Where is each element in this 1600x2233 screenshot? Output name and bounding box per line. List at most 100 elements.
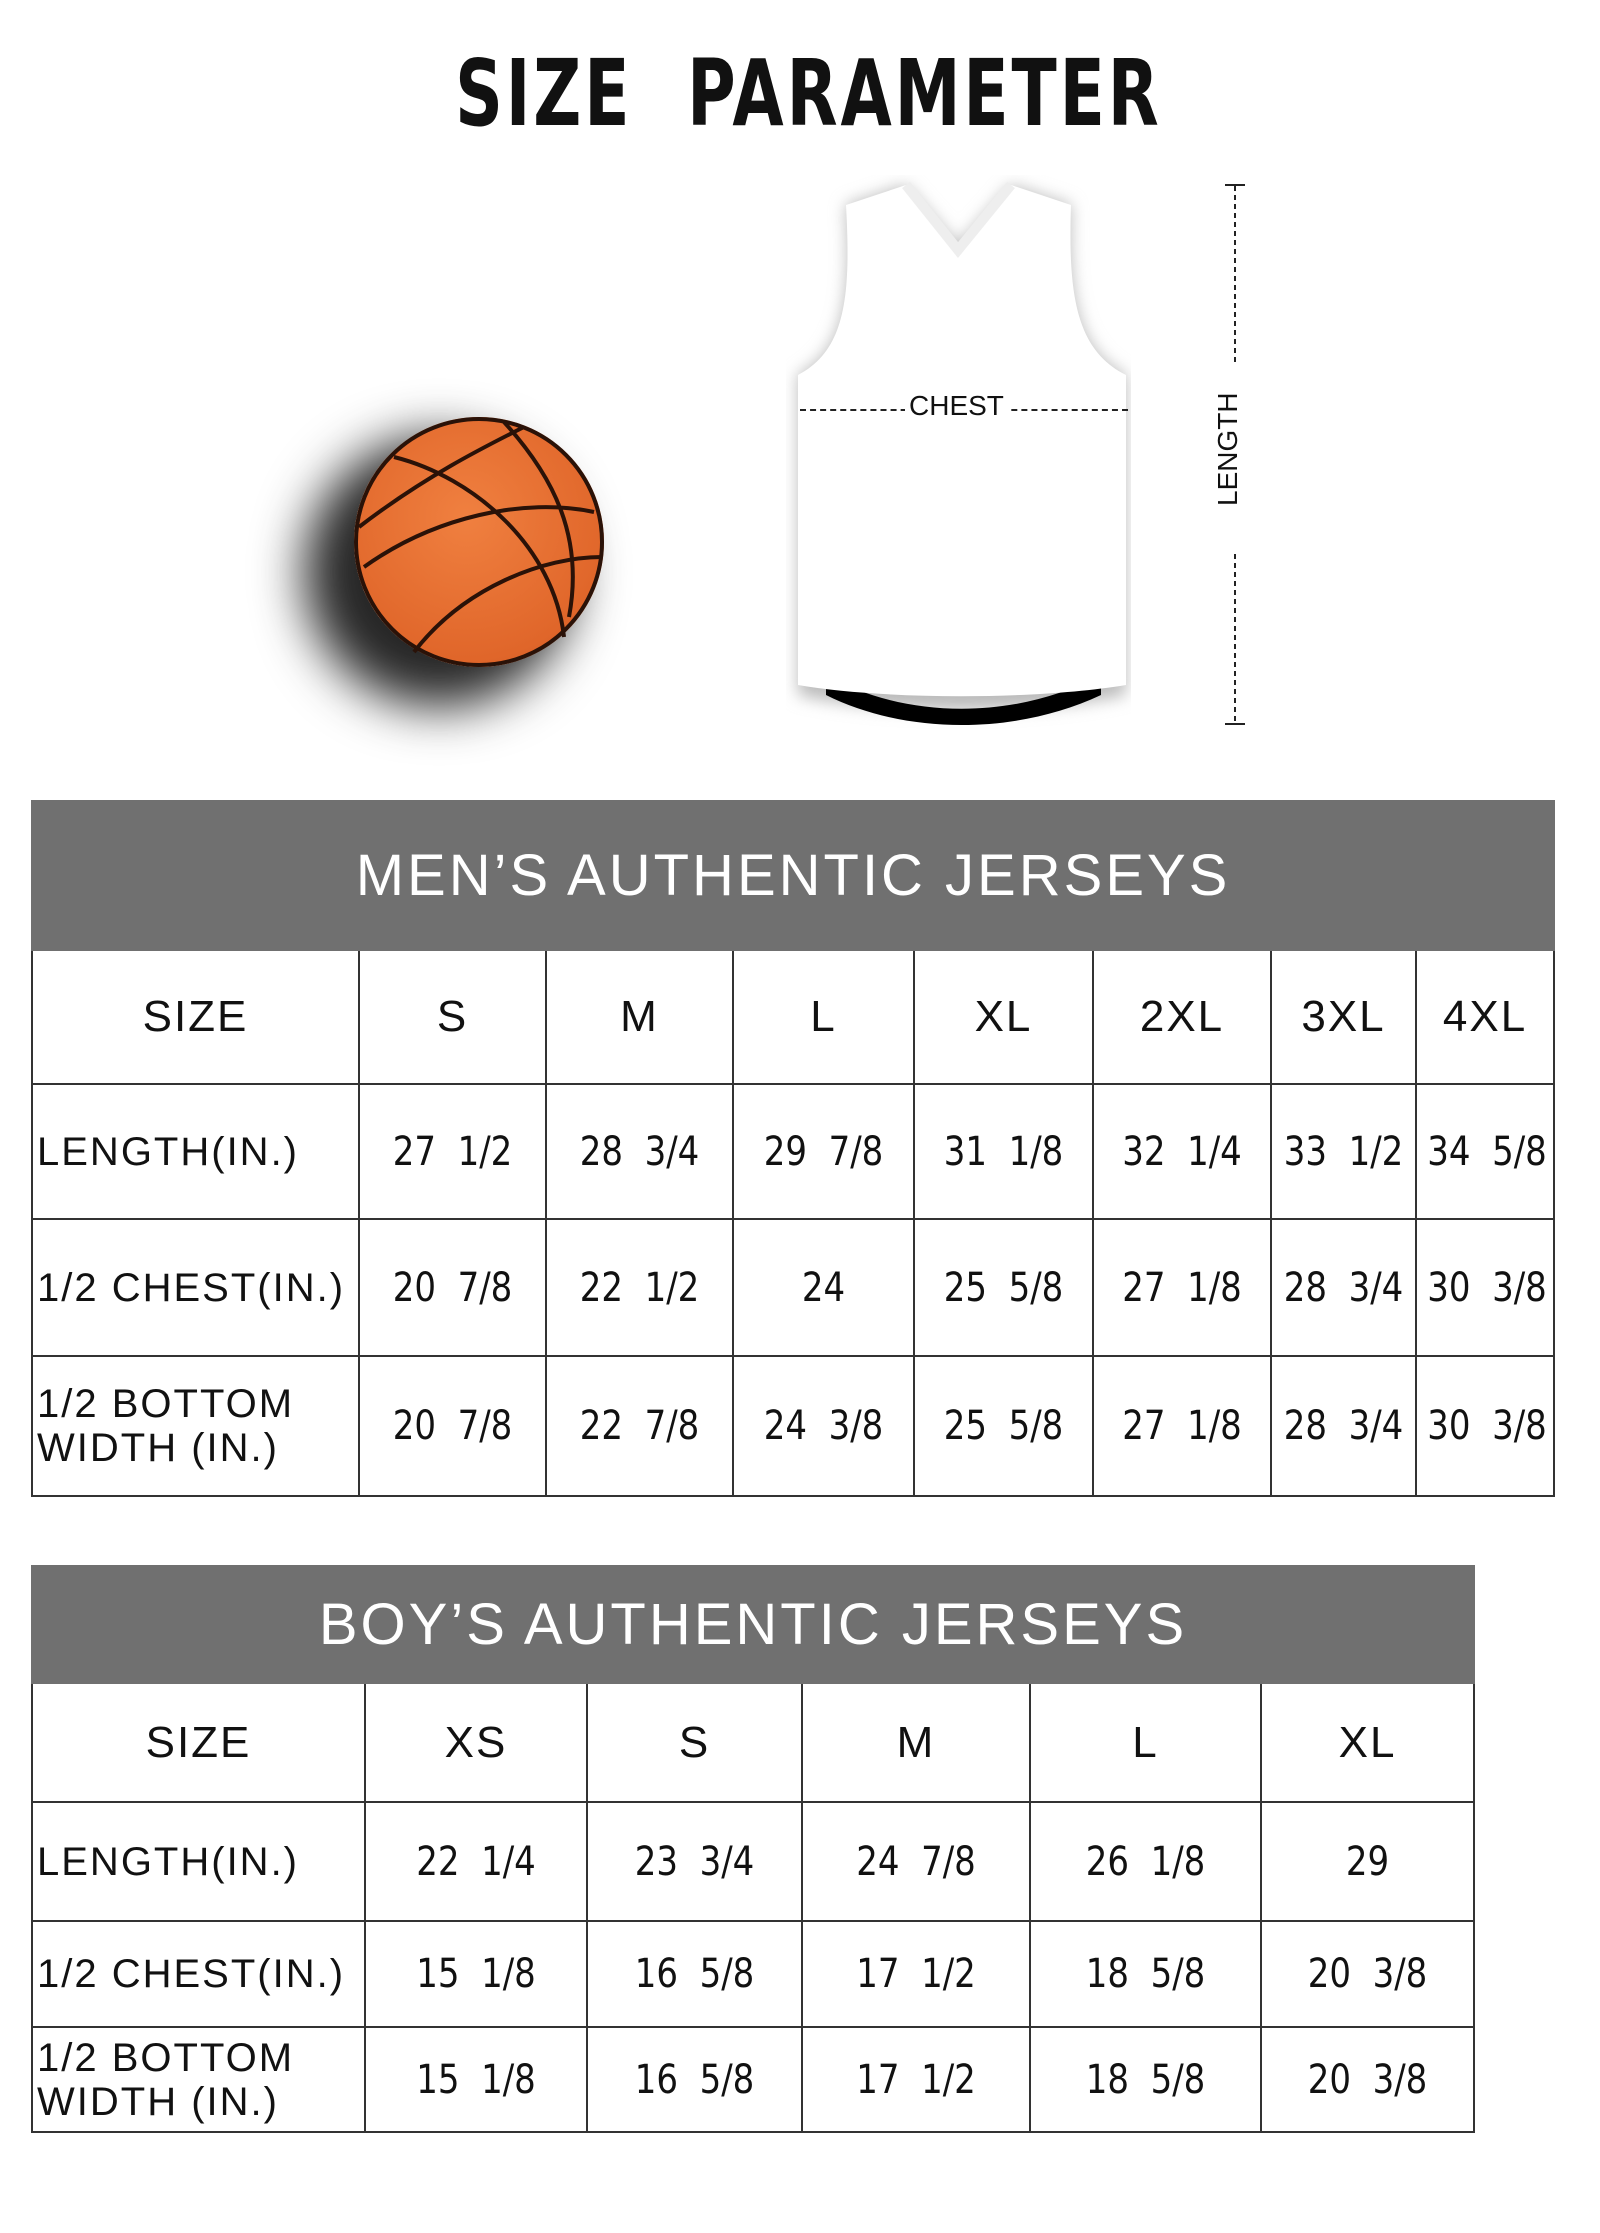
value-text: 22 1/4 xyxy=(416,1838,536,1885)
value-text: 28 3/4 xyxy=(579,1128,700,1175)
size-label-cell: SIZE xyxy=(31,1682,366,1803)
value-cell: 18 5/8 xyxy=(1029,1920,1262,2028)
value-text: 33 1/2 xyxy=(1283,1128,1404,1175)
value-text: 20 3/8 xyxy=(1307,1951,1428,1997)
value-cell: 23 3/4 xyxy=(586,1801,803,1922)
size-header-cell: 2XL xyxy=(1092,949,1272,1085)
value-text: 20 7/8 xyxy=(392,1403,513,1449)
value-text: 29 xyxy=(1345,1838,1390,1885)
value-cell: 16 5/8 xyxy=(586,2026,803,2133)
value-cell: 18 5/8 xyxy=(1029,2026,1262,2133)
value-text: 30 3/8 xyxy=(1427,1403,1547,1449)
value-cell: 33 1/2 xyxy=(1270,1083,1417,1220)
boys-size-table: BOY’S AUTHENTIC JERSEYS SIZE XS S M L XL LENGT… xyxy=(30,1565,1476,2133)
size-header-cell: L xyxy=(1029,1682,1262,1803)
value-cell: 20 7/8 xyxy=(358,1218,547,1357)
value-cell: 29 7/8 xyxy=(732,1083,915,1220)
value-cell: 32 1/4 xyxy=(1092,1083,1272,1220)
size-header-cell: XL xyxy=(1259,1682,1476,1803)
table-row: LENGTH(IN.) 22 1/4 23 3/4 24 7/8 26 1/8 29 xyxy=(31,1801,1476,1922)
value-cell: 30 3/8 xyxy=(1414,1355,1556,1497)
size-header-cell: 3XL xyxy=(1270,949,1417,1085)
mens-table-heading: MEN’S AUTHENTIC JERSEYS xyxy=(30,800,1556,951)
size-header-cell: XL xyxy=(913,949,1094,1085)
value-text: 25 5/8 xyxy=(943,1264,1064,1311)
value-cell: 24 7/8 xyxy=(801,1801,1031,1922)
page-title: SIZE PARAMETER xyxy=(455,40,1162,147)
size-header-row: SIZE XS S M L XL xyxy=(31,1682,1476,1803)
length-label: LENGTH xyxy=(1212,392,1244,506)
size-header-cell: L xyxy=(732,949,915,1085)
value-cell: 31 1/8 xyxy=(913,1083,1094,1220)
value-text: 29 7/8 xyxy=(763,1128,884,1175)
value-cell: 20 7/8 xyxy=(358,1355,547,1497)
value-cell: 20 3/8 xyxy=(1259,2026,1476,2133)
value-text: 16 5/8 xyxy=(634,2056,755,2103)
value-text: 20 3/8 xyxy=(1307,2056,1428,2103)
table-row: 1/2 BOTTOM WIDTH (IN.) 20 7/8 22 7/8 24 3/8… xyxy=(31,1355,1556,1497)
value-text: 15 1/8 xyxy=(416,1951,536,1997)
value-text: 27 1/2 xyxy=(392,1128,513,1175)
length-measure-line xyxy=(1225,184,1245,725)
size-header-cell: M xyxy=(801,1682,1031,1803)
size-header-cell: S xyxy=(358,949,547,1085)
value-cell: 15 1/8 xyxy=(364,1920,588,2028)
size-label-cell: SIZE xyxy=(31,949,360,1085)
value-text: 28 3/4 xyxy=(1283,1264,1404,1311)
value-cell: 27 1/8 xyxy=(1092,1355,1272,1497)
value-text: 20 7/8 xyxy=(392,1264,513,1311)
value-text: 18 5/8 xyxy=(1085,1951,1206,1997)
size-header-cell: XS xyxy=(364,1682,588,1803)
value-cell: 28 3/4 xyxy=(545,1083,734,1220)
value-text: 27 1/8 xyxy=(1122,1403,1242,1449)
value-cell: 25 5/8 xyxy=(913,1355,1094,1497)
value-cell: 17 1/2 xyxy=(801,1920,1031,2028)
value-text: 24 xyxy=(801,1264,846,1311)
table-row: 1/2 CHEST(IN.) 20 7/8 22 1/2 24 25 5/8 27 1/8… xyxy=(31,1218,1556,1357)
value-text: 23 3/4 xyxy=(634,1838,755,1885)
value-cell: 16 5/8 xyxy=(586,1920,803,2028)
row-label: LENGTH(IN.) xyxy=(31,1801,366,1922)
value-cell: 29 xyxy=(1259,1801,1476,1922)
value-text: 22 7/8 xyxy=(579,1403,700,1449)
value-text: 28 3/4 xyxy=(1283,1403,1404,1449)
value-text: 24 3/8 xyxy=(763,1403,884,1449)
value-cell: 28 3/4 xyxy=(1270,1218,1417,1357)
value-text: 15 1/8 xyxy=(416,2056,536,2103)
value-text: 27 1/8 xyxy=(1122,1264,1242,1311)
value-text: 26 1/8 xyxy=(1085,1838,1206,1885)
row-label: 1/2 CHEST(IN.) xyxy=(31,1920,366,2028)
value-text: 34 5/8 xyxy=(1427,1128,1547,1175)
row-label: LENGTH(IN.) xyxy=(31,1083,360,1220)
value-cell: 20 3/8 xyxy=(1259,1920,1476,2028)
value-text: 16 5/8 xyxy=(634,1951,755,1997)
value-cell: 17 1/2 xyxy=(801,2026,1031,2133)
value-cell: 34 5/8 xyxy=(1414,1083,1556,1220)
value-cell: 26 1/8 xyxy=(1029,1801,1262,1922)
value-text: 31 1/8 xyxy=(943,1128,1064,1175)
value-cell: 30 3/8 xyxy=(1414,1218,1556,1357)
value-text: 24 7/8 xyxy=(856,1838,976,1885)
jersey-image xyxy=(798,181,1126,725)
mens-size-table: MEN’S AUTHENTIC JERSEYS SIZE S M L XL 2XL 3XL 4… xyxy=(30,800,1556,1497)
table-row: LENGTH(IN.) 27 1/2 28 3/4 29 7/8 31 1/8 32 1/… xyxy=(31,1083,1556,1220)
value-text: 17 1/2 xyxy=(856,1951,976,1997)
value-cell: 22 1/4 xyxy=(364,1801,588,1922)
value-cell: 24 xyxy=(732,1218,915,1357)
value-text: 22 1/2 xyxy=(579,1264,700,1311)
value-text: 18 5/8 xyxy=(1085,2056,1206,2103)
value-cell: 25 5/8 xyxy=(913,1218,1094,1357)
row-label: 1/2 CHEST(IN.) xyxy=(31,1218,360,1357)
value-cell: 24 3/8 xyxy=(732,1355,915,1497)
boys-table-heading: BOY’S AUTHENTIC JERSEYS xyxy=(30,1565,1476,1684)
value-text: 32 1/4 xyxy=(1122,1128,1242,1175)
value-cell: 27 1/8 xyxy=(1092,1218,1272,1357)
size-header-cell: S xyxy=(586,1682,803,1803)
value-cell: 22 1/2 xyxy=(545,1218,734,1357)
value-text: 25 5/8 xyxy=(943,1403,1064,1449)
row-label: 1/2 BOTTOM WIDTH (IN.) xyxy=(31,1355,360,1497)
size-header-cell: 4XL xyxy=(1414,949,1556,1085)
basketball-icon xyxy=(354,417,604,667)
value-text: 30 3/8 xyxy=(1427,1264,1547,1311)
value-cell: 22 7/8 xyxy=(545,1355,734,1497)
